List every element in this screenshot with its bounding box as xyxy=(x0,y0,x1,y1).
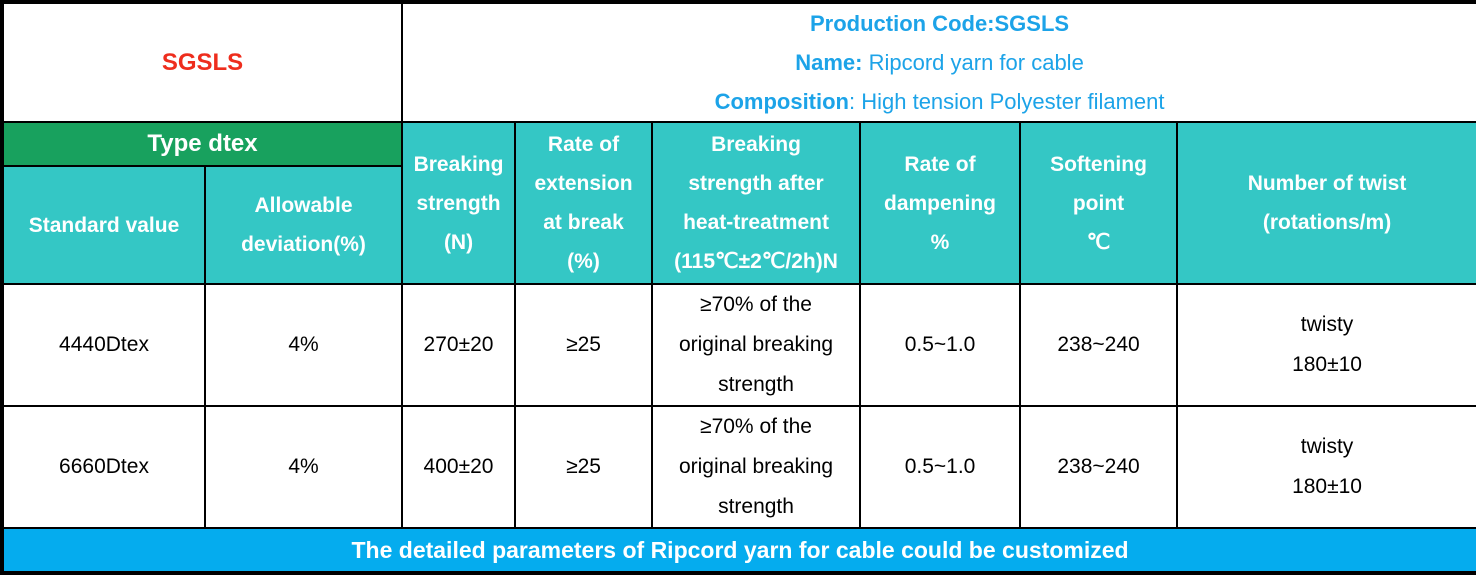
product-info-row: SGSLS Production Code:SGSLS Name: Ripcor… xyxy=(0,1,1476,123)
cell-breaking-strength-heat: ≥70% of the original breaking strength xyxy=(651,283,862,407)
group-header-type-dtex: Type dtex xyxy=(0,121,404,167)
cell-rate-of-extension: ≥25 xyxy=(514,283,654,407)
composition-label: Composition xyxy=(714,89,849,114)
cell-allowable-deviation: 4% xyxy=(203,405,404,529)
column-header-rate-of-extension: Rate of extension at break (%) xyxy=(514,121,654,285)
cell-rate-of-dampening: 0.5~1.0 xyxy=(859,405,1022,529)
name-label: Name: xyxy=(795,50,863,75)
brand-title: SGSLS xyxy=(0,1,404,123)
group-header-row: Type dtex Breaking strength (N) Rate of … xyxy=(0,121,1476,285)
product-info-cell: Production Code:SGSLS Name: Ripcord yarn… xyxy=(401,1,1476,123)
column-header-standard-value: Standard value xyxy=(1,165,206,285)
column-header-breaking-strength-heat: Breaking strength after heat-treatment (… xyxy=(651,121,862,285)
footer-note: The detailed parameters of Ripcord yarn … xyxy=(0,527,1476,574)
cell-standard-value: 6660Dtex xyxy=(1,405,206,529)
sub-header-row: Standard value Allowable deviation(%) xyxy=(1,165,1476,285)
composition-line: Composition: High tension Polyester fila… xyxy=(404,82,1476,120)
column-header-softening-point: Softening point ℃ xyxy=(1019,121,1179,285)
production-code-line: Production Code:SGSLS xyxy=(404,4,1476,43)
cell-breaking-strength: 400±20 xyxy=(401,405,517,529)
cell-softening-point: 238~240 xyxy=(1019,405,1179,529)
composition-value: : High tension Polyester filament xyxy=(849,89,1165,114)
production-code-text: Production Code:SGSLS xyxy=(809,11,1070,36)
footer-row: The detailed parameters of Ripcord yarn … xyxy=(0,527,1476,574)
column-header-breaking-strength: Breaking strength (N) xyxy=(401,121,517,285)
cell-standard-value: 4440Dtex xyxy=(1,283,206,407)
table-row-4440dtex: 4440Dtex 4% 270±20 ≥25 ≥70% of the origi… xyxy=(1,283,1476,407)
cell-rate-of-extension: ≥25 xyxy=(514,405,654,529)
cell-breaking-strength: 270±20 xyxy=(401,283,517,407)
column-header-allowable-deviation: Allowable deviation(%) xyxy=(203,165,404,285)
product-name-line: Name: Ripcord yarn for cable xyxy=(404,43,1476,82)
cell-number-of-twist: twisty 180±10 xyxy=(1176,405,1476,529)
table-row-6660dtex: 6660Dtex 4% 400±20 ≥25 ≥70% of the origi… xyxy=(1,405,1476,529)
column-header-number-of-twist: Number of twist (rotations/m) xyxy=(1176,121,1476,285)
cell-number-of-twist: twisty 180±10 xyxy=(1176,283,1476,407)
name-value: Ripcord yarn for cable xyxy=(862,50,1084,75)
cell-softening-point: 238~240 xyxy=(1019,283,1179,407)
cell-rate-of-dampening: 0.5~1.0 xyxy=(859,283,1022,407)
cell-allowable-deviation: 4% xyxy=(203,283,404,407)
column-header-rate-of-dampening: Rate of dampening % xyxy=(859,121,1022,285)
cell-breaking-strength-heat: ≥70% of the original breaking strength xyxy=(651,405,862,529)
